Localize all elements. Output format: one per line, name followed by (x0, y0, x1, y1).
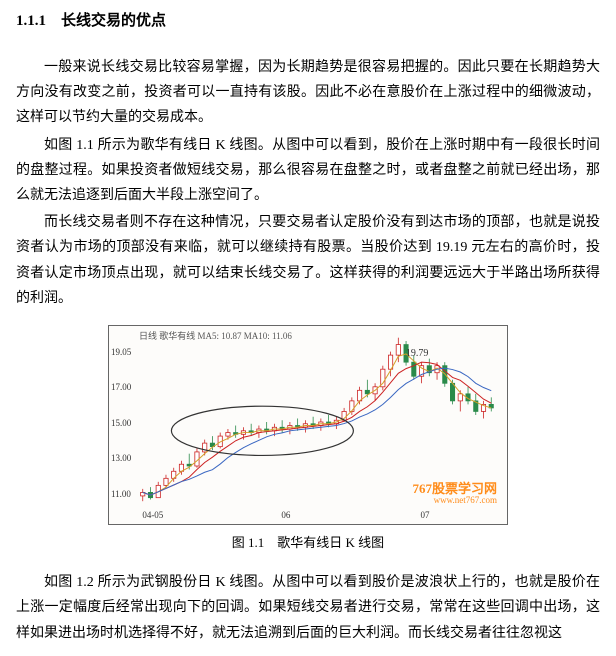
body-paragraph: 如图 1.2 所示为武钢股份日 K 线图。从图中可以看到股价是波浪状上行的，也就… (16, 570, 600, 646)
y-axis-label: 17.00 (111, 379, 131, 395)
watermark-en: www.net767.com (412, 496, 497, 506)
y-axis-label: 13.00 (111, 450, 131, 466)
x-axis-label: 07 (420, 507, 429, 523)
body-paragraph: 如图 1.1 所示为歌华有线日 K 线图。从图中可以看到，股价在上涨时期中有一段… (16, 133, 600, 209)
body-paragraph: 而长线交易者则不存在这种情况，只要交易者认定股价没有到达市场的顶部，也就是说投资… (16, 210, 600, 311)
y-axis-label: 15.00 (111, 415, 131, 431)
section-heading: 1.1.1 长线交易的优点 (16, 8, 600, 35)
x-axis-label: 06 (281, 507, 290, 523)
watermark-cn: 767股票学习网 (412, 482, 497, 496)
body-paragraph: 一般来说长线交易比较容易掌握，因为长期趋势是很容易把握的。因此只要在长期趋势大方… (16, 55, 600, 131)
y-axis-label: 11.00 (111, 486, 131, 502)
peak-price-label: 19.79 (406, 345, 429, 363)
watermark: 767股票学习网 www.net767.com (412, 482, 497, 506)
candlestick-chart: 日线 歌华有线 MA5: 10.87 MA10: 11.06 19.79 767… (108, 325, 508, 525)
y-axis-label: 19.05 (111, 344, 131, 360)
figure-caption: 图 1.1 歌华有线日 K 线图 (16, 531, 600, 554)
x-axis-label: 04-05 (142, 507, 163, 523)
